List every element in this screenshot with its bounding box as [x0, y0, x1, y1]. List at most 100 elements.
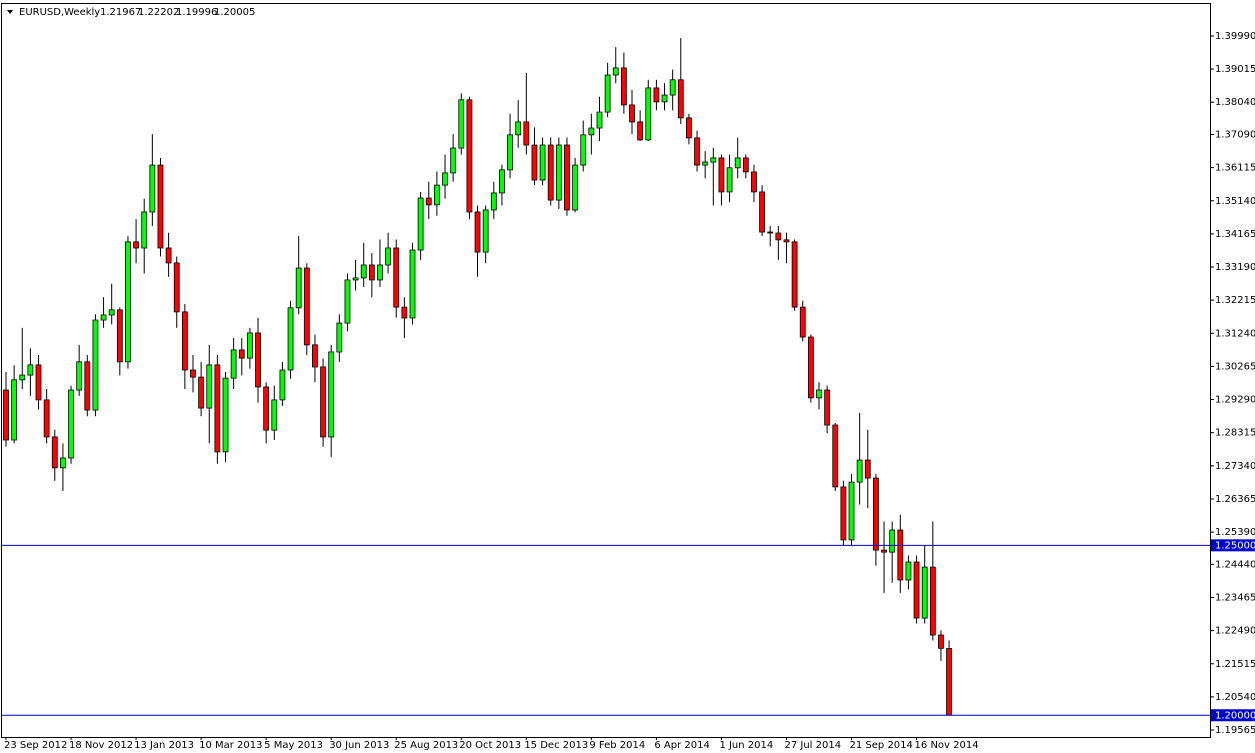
candle-body	[946, 648, 952, 716]
candle-body	[377, 264, 383, 281]
candle-body	[816, 389, 822, 399]
y-tick-label: 1.30265	[1215, 361, 1255, 372]
candle-body	[499, 169, 505, 194]
candle-body	[913, 561, 920, 619]
y-tick-label: 1.23465	[1215, 593, 1255, 604]
candle-body	[92, 319, 99, 411]
candle-body	[726, 167, 733, 193]
y-tick-label: 1.24440	[1215, 559, 1255, 570]
candle-body	[442, 172, 448, 186]
x-tick-label: 1 Jun 2014	[719, 740, 773, 751]
candle-body	[198, 376, 205, 409]
y-tick-label: 1.20540	[1215, 692, 1255, 703]
candle-body	[661, 94, 668, 103]
candle-body	[490, 192, 497, 211]
candle-body	[881, 549, 887, 553]
candle-body	[539, 144, 546, 181]
header-low: 1.19996	[176, 7, 217, 18]
candle-body	[51, 436, 58, 469]
candle-body	[450, 147, 457, 174]
candle-body	[100, 314, 107, 321]
candle-body	[864, 459, 871, 479]
candle-body	[482, 209, 489, 253]
y-tick-label: 1.31240	[1215, 328, 1255, 339]
candle-body	[401, 306, 408, 319]
candle-body	[905, 561, 912, 581]
plot-frame	[1, 3, 1211, 738]
candle-body	[433, 184, 440, 206]
candle-body	[848, 481, 855, 541]
candle-body	[214, 364, 221, 453]
y-tick-label: 1.33190	[1215, 262, 1255, 273]
y-tick-label: 1.34165	[1215, 229, 1255, 240]
candle-body	[710, 157, 717, 163]
candle-body	[141, 211, 148, 249]
candle-body	[263, 386, 270, 431]
candle-body	[68, 389, 74, 459]
candle-body	[767, 231, 774, 234]
candle-body	[466, 99, 473, 213]
candle-body	[255, 332, 261, 388]
candle-body	[474, 211, 481, 253]
candle-body	[27, 364, 34, 376]
candle-body	[702, 161, 709, 166]
candle-body	[206, 364, 213, 409]
candle-body	[677, 79, 684, 119]
candle-body	[328, 351, 335, 438]
candle-body	[19, 374, 26, 381]
header-high: 1.22202	[138, 7, 179, 18]
candle-body	[840, 486, 847, 541]
candle-body	[320, 366, 326, 438]
candle-body	[653, 87, 660, 103]
price-tag	[1211, 709, 1255, 722]
candle-body	[295, 267, 302, 309]
candle-body	[125, 241, 131, 363]
candle-body	[791, 241, 798, 308]
candle-body	[425, 197, 432, 206]
price-tag	[1211, 539, 1255, 552]
candle-body	[629, 104, 635, 123]
candle-body	[360, 264, 367, 279]
candle-body	[669, 79, 676, 96]
x-tick-label: 30 Jun 2013	[329, 740, 389, 751]
candle-body	[531, 144, 538, 181]
x-tick-label: 21 Sep 2014	[850, 740, 913, 751]
candle-body	[555, 144, 562, 201]
candle-body	[173, 262, 180, 313]
y-tick-label: 1.21515	[1215, 659, 1255, 670]
candle-body	[368, 264, 375, 281]
candle-body	[734, 157, 741, 169]
candle-body	[417, 197, 424, 251]
candle-body	[873, 477, 879, 551]
candle-body	[645, 87, 652, 141]
x-tick-label: 25 Aug 2013	[394, 740, 458, 751]
candle-body	[938, 634, 944, 649]
header-open: 1.21967	[100, 7, 141, 18]
y-tick-label: 1.38040	[1215, 97, 1255, 108]
y-tick-label: 1.39015	[1215, 64, 1255, 75]
y-tick-label: 1.37090	[1215, 129, 1255, 140]
candle-body	[807, 336, 814, 399]
candle-body	[279, 369, 286, 401]
candle-body	[620, 67, 627, 106]
candle-body	[108, 309, 115, 316]
candle-body	[133, 241, 139, 249]
candle-body	[564, 144, 570, 211]
candle-body	[507, 134, 513, 171]
y-tick-label: 1.32215	[1215, 295, 1255, 306]
candle-body	[612, 67, 619, 76]
candle-body	[409, 249, 416, 319]
menu-arrow[interactable]	[7, 10, 13, 14]
candle-body	[238, 349, 245, 359]
candle-body	[303, 267, 310, 346]
candle-body	[393, 247, 400, 308]
candle-body	[344, 279, 351, 324]
candle-body	[588, 127, 595, 136]
candle-body	[759, 191, 765, 233]
candle-body	[718, 157, 725, 193]
x-tick-label: 6 Apr 2014	[654, 740, 709, 751]
candle-body	[596, 111, 603, 129]
candle-body	[11, 379, 18, 441]
